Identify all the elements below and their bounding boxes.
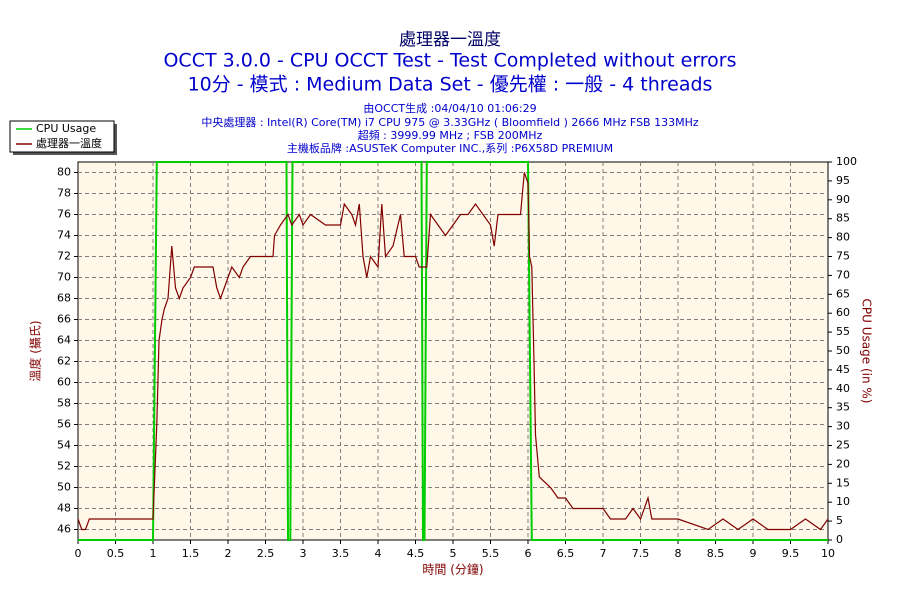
legend-label: CPU Usage xyxy=(36,122,96,135)
y2-tick-label: 80 xyxy=(836,231,850,244)
x-tick-label: 1 xyxy=(150,547,157,560)
x-tick-label: 2 xyxy=(225,547,232,560)
y-tick-label: 60 xyxy=(57,376,71,389)
y-tick-label: 70 xyxy=(57,271,71,284)
y2-tick-label: 10 xyxy=(836,495,850,508)
y2-tick-label: 25 xyxy=(836,439,850,452)
y2-tick-label: 90 xyxy=(836,193,850,206)
x-tick-label: 6.5 xyxy=(557,547,575,560)
x-tick-label: 9 xyxy=(750,547,757,560)
x-tick-label: 4 xyxy=(375,547,382,560)
y2-tick-label: 35 xyxy=(836,401,850,414)
y2-tick-label: 60 xyxy=(836,306,850,319)
y-tick-label: 76 xyxy=(57,208,71,221)
x-tick-label: 1.5 xyxy=(182,547,200,560)
x-tick-label: 0.5 xyxy=(107,547,125,560)
y2-tick-label: 15 xyxy=(836,476,850,489)
x-tick-label: 7.5 xyxy=(632,547,650,560)
chart-title: 處理器一溫度 xyxy=(399,30,501,50)
y2-tick-label: 70 xyxy=(836,268,850,281)
y2-tick-label: 100 xyxy=(836,155,857,168)
x-tick-label: 7 xyxy=(600,547,607,560)
series-line xyxy=(77,172,829,531)
series-line xyxy=(78,161,828,541)
y-tick-label: 72 xyxy=(57,250,71,263)
y-tick-label: 68 xyxy=(57,292,71,305)
y-tick-label: 66 xyxy=(57,313,71,326)
y2-tick-label: 50 xyxy=(836,344,850,357)
x-tick-label: 0 xyxy=(75,547,82,560)
x-tick-label: 8 xyxy=(675,547,682,560)
x-tick-label: 9.5 xyxy=(782,547,800,560)
y2-tick-label: 20 xyxy=(836,457,850,470)
y-tick-label: 56 xyxy=(57,418,71,431)
subtitle: 10分 - 模式 : Medium Data Set - 優先權 : 一般 - … xyxy=(188,74,713,96)
x-tick-label: 5.5 xyxy=(482,547,500,560)
y2-tick-label: 30 xyxy=(836,420,850,433)
x-tick-label: 5 xyxy=(450,547,457,560)
x-tick-label: 2.5 xyxy=(257,547,275,560)
y2-tick-label: 75 xyxy=(836,250,850,263)
y-axis-label: 溫度 (攝氏) xyxy=(28,320,43,381)
legend-label: 處理器一溫度 xyxy=(36,136,102,150)
y-tick-label: 62 xyxy=(57,355,71,368)
y-tick-label: 58 xyxy=(57,397,71,410)
annotation: 中央處理器 : Intel(R) Core(TM) i7 CPU 975 @ 3… xyxy=(201,115,699,129)
x-tick-label: 4.5 xyxy=(407,547,425,560)
x-tick-label: 6 xyxy=(525,547,532,560)
y2-axis-label: CPU Usage (in %) xyxy=(860,299,874,404)
y-tick-label: 46 xyxy=(57,523,71,536)
x-tick-label: 10 xyxy=(821,547,835,560)
legend xyxy=(9,120,115,153)
y-tick-label: 64 xyxy=(57,334,71,347)
x-tick-label: 8.5 xyxy=(707,547,725,560)
y2-tick-label: 65 xyxy=(836,287,850,300)
y-tick-label: 48 xyxy=(57,502,71,515)
x-tick-label: 3.5 xyxy=(332,547,350,560)
y2-tick-label: 5 xyxy=(836,514,843,527)
annotation: 超頻 : 3999.99 MHz ; FSB 200MHz xyxy=(358,128,543,142)
y-tick-label: 78 xyxy=(57,187,71,200)
y2-tick-label: 95 xyxy=(836,174,850,187)
annotation: 由OCCT生成 :04/04/10 01:06:29 xyxy=(363,101,536,115)
y2-tick-label: 45 xyxy=(836,363,850,376)
y2-tick-label: 40 xyxy=(836,382,850,395)
y2-tick-label: 55 xyxy=(836,325,850,338)
y2-tick-label: 0 xyxy=(836,533,843,546)
y2-tick-label: 85 xyxy=(836,212,850,225)
y-tick-label: 54 xyxy=(57,439,71,452)
x-tick-label: 3 xyxy=(300,547,307,560)
y-tick-label: 50 xyxy=(57,481,71,494)
x-axis-label: 時間 (分鐘) xyxy=(422,562,483,577)
y-tick-label: 80 xyxy=(57,166,71,179)
annotation: 主機板品牌 :ASUSTeK Computer INC.,系列 :P6X58D … xyxy=(287,141,613,155)
y-tick-label: 74 xyxy=(57,229,71,242)
y-tick-label: 52 xyxy=(57,460,71,473)
subtitle: OCCT 3.0.0 - CPU OCCT Test - Test Comple… xyxy=(163,50,736,72)
